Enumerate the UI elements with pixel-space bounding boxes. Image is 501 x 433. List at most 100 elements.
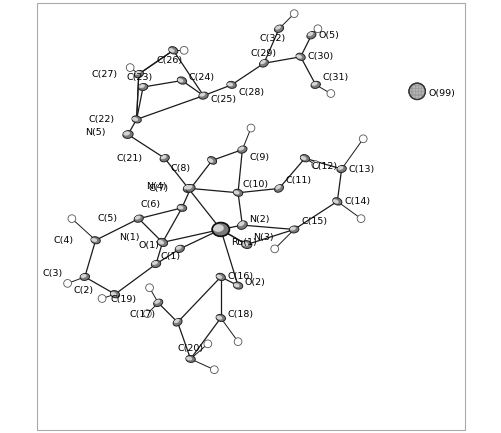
Text: N(5): N(5): [85, 128, 105, 137]
Ellipse shape: [275, 26, 281, 30]
Ellipse shape: [177, 78, 183, 82]
Ellipse shape: [134, 215, 143, 222]
Ellipse shape: [183, 185, 190, 190]
Ellipse shape: [260, 60, 266, 64]
Text: N(4): N(4): [146, 182, 166, 191]
Ellipse shape: [157, 238, 167, 246]
Ellipse shape: [91, 238, 97, 242]
Ellipse shape: [110, 292, 116, 296]
Ellipse shape: [183, 184, 193, 192]
Ellipse shape: [160, 155, 169, 162]
Text: N(3): N(3): [253, 233, 274, 242]
Text: C(26): C(26): [156, 56, 182, 65]
Ellipse shape: [332, 198, 341, 205]
Text: C(20): C(20): [177, 344, 203, 353]
Text: C(2): C(2): [73, 286, 93, 295]
Ellipse shape: [207, 158, 213, 163]
Ellipse shape: [198, 92, 208, 99]
Text: C(28): C(28): [238, 88, 264, 97]
Text: C(30): C(30): [307, 52, 333, 61]
Ellipse shape: [68, 215, 76, 223]
Ellipse shape: [138, 84, 145, 88]
Ellipse shape: [132, 117, 138, 121]
Ellipse shape: [123, 131, 130, 136]
Ellipse shape: [237, 221, 247, 229]
Ellipse shape: [151, 261, 157, 265]
Ellipse shape: [126, 64, 134, 71]
Text: C(7): C(7): [149, 184, 169, 193]
Text: C(4): C(4): [54, 236, 74, 245]
Ellipse shape: [177, 77, 186, 84]
Ellipse shape: [177, 206, 183, 210]
Text: O(99): O(99): [427, 90, 454, 98]
Ellipse shape: [274, 184, 283, 192]
Ellipse shape: [151, 260, 160, 268]
Ellipse shape: [233, 338, 241, 346]
Text: C(16): C(16): [227, 272, 254, 281]
Ellipse shape: [173, 319, 179, 323]
Ellipse shape: [408, 83, 424, 100]
Ellipse shape: [274, 25, 283, 32]
Ellipse shape: [154, 300, 160, 304]
Text: C(9): C(9): [249, 153, 269, 162]
Ellipse shape: [296, 55, 302, 59]
Text: Ru(1): Ru(1): [231, 238, 257, 247]
Text: O(1): O(1): [138, 241, 159, 250]
Ellipse shape: [226, 81, 236, 88]
Ellipse shape: [145, 284, 153, 291]
Text: C(18): C(18): [227, 310, 254, 319]
Ellipse shape: [300, 156, 306, 160]
Ellipse shape: [326, 90, 334, 97]
Ellipse shape: [216, 314, 225, 321]
Ellipse shape: [238, 146, 244, 151]
Text: C(14): C(14): [344, 197, 370, 206]
Ellipse shape: [168, 48, 174, 52]
Text: C(1): C(1): [160, 252, 180, 261]
Text: C(3): C(3): [43, 269, 63, 278]
Ellipse shape: [289, 226, 296, 230]
Text: C(8): C(8): [170, 164, 190, 173]
Ellipse shape: [259, 59, 268, 67]
Ellipse shape: [233, 283, 239, 287]
Text: C(11): C(11): [286, 176, 312, 185]
Ellipse shape: [157, 240, 164, 245]
Ellipse shape: [300, 155, 309, 162]
Ellipse shape: [216, 275, 222, 279]
Ellipse shape: [306, 32, 315, 39]
Ellipse shape: [212, 224, 223, 232]
Ellipse shape: [134, 71, 143, 78]
Ellipse shape: [143, 310, 151, 317]
Ellipse shape: [233, 282, 242, 289]
Ellipse shape: [233, 191, 239, 194]
Text: C(12): C(12): [311, 162, 337, 171]
Ellipse shape: [289, 226, 298, 233]
Ellipse shape: [307, 32, 313, 36]
Ellipse shape: [186, 356, 192, 360]
Text: N(2): N(2): [249, 216, 269, 224]
Text: O(2): O(2): [244, 278, 266, 287]
Ellipse shape: [207, 157, 216, 164]
Ellipse shape: [203, 340, 211, 348]
Ellipse shape: [241, 242, 248, 246]
Ellipse shape: [246, 124, 255, 132]
Text: C(27): C(27): [91, 70, 117, 78]
Ellipse shape: [175, 245, 184, 252]
Text: C(25): C(25): [210, 94, 236, 103]
Text: C(5): C(5): [97, 214, 117, 223]
Ellipse shape: [357, 215, 364, 223]
Text: C(24): C(24): [188, 73, 214, 81]
Ellipse shape: [110, 291, 119, 298]
Ellipse shape: [311, 81, 320, 88]
Ellipse shape: [311, 82, 317, 86]
Text: C(23): C(23): [126, 73, 152, 82]
Ellipse shape: [123, 131, 133, 139]
Text: C(13): C(13): [348, 165, 374, 174]
Ellipse shape: [290, 10, 298, 17]
Ellipse shape: [80, 274, 87, 278]
Text: C(15): C(15): [301, 217, 327, 226]
Ellipse shape: [134, 71, 140, 75]
Text: O(5): O(5): [318, 31, 339, 40]
Ellipse shape: [336, 165, 346, 173]
Ellipse shape: [138, 84, 147, 90]
Text: N(1): N(1): [119, 233, 140, 242]
